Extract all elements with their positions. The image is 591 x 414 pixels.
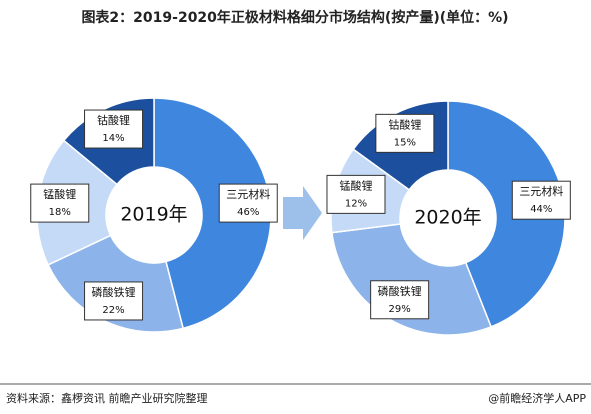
slice-value: 18%	[49, 207, 71, 218]
slice-name: 磷酸铁锂	[378, 284, 422, 298]
donut-slice	[153, 97, 272, 330]
slice-name: 钴酸锂	[97, 113, 130, 127]
slice-name: 锰酸锂	[43, 187, 76, 201]
source: 资料来源：鑫椤资讯 前瞻产业研究院整理	[6, 391, 208, 405]
slice-name: 磷酸铁锂	[92, 285, 136, 299]
center-label: 2019年	[120, 204, 187, 226]
brand: @前瞻经济学人APP	[488, 391, 586, 405]
slice-value: 12%	[345, 198, 367, 209]
title: 图表2：2019-2020年正极材料格细分市场结构(按产量)(单位：%)	[81, 9, 508, 26]
label-box	[326, 174, 386, 214]
slice-value: 29%	[389, 304, 411, 315]
slice-value: 46%	[237, 207, 259, 218]
slice-name: 三元材料	[226, 187, 270, 201]
slice-value: 44%	[530, 204, 552, 215]
label-box	[370, 280, 430, 320]
center-label: 2020年	[414, 207, 481, 229]
slice-name: 锰酸锂	[339, 178, 372, 192]
label-box	[30, 183, 90, 223]
donut-slice	[447, 100, 566, 328]
slice-name: 三元材料	[519, 184, 563, 198]
slice-value: 22%	[102, 305, 124, 316]
slice-value: 14%	[102, 133, 124, 144]
arrow	[283, 186, 322, 240]
label-box	[511, 180, 571, 220]
label-box	[84, 109, 144, 149]
label-box	[218, 183, 278, 223]
slice-value: 15%	[394, 137, 416, 148]
label-box	[84, 281, 144, 321]
donut-slice	[331, 223, 493, 336]
label-box	[375, 113, 435, 153]
slice-name: 钴酸锂	[388, 117, 421, 131]
